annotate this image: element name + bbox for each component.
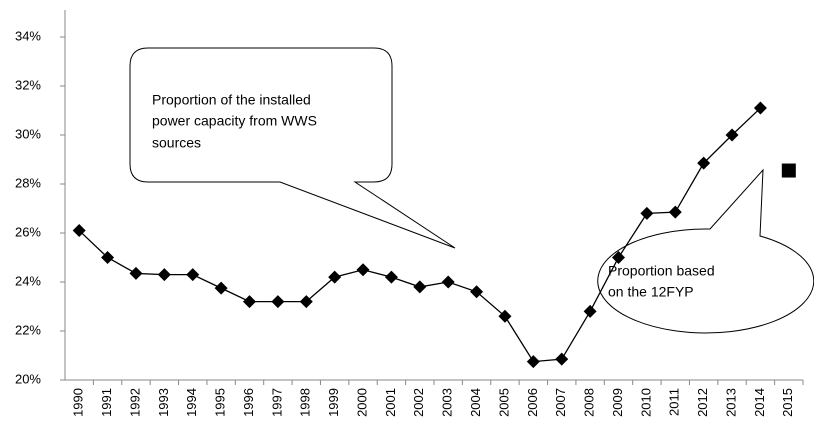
- marker: [186, 268, 200, 282]
- x-tick-label: 2006: [525, 388, 540, 417]
- annotation-line: Proportion based: [608, 263, 715, 279]
- y-tick-label: 22%: [15, 322, 41, 337]
- x-tick-label: 1994: [184, 388, 199, 417]
- marker: [129, 266, 143, 280]
- annotation-line: sources: [152, 135, 201, 151]
- x-tick-label: 1999: [326, 388, 341, 417]
- y-tick-label: 32%: [15, 77, 41, 92]
- x-tick-label: 1998: [298, 388, 313, 417]
- annotation-line: Proportion of the installed: [152, 92, 311, 108]
- y-tick-label: 30%: [15, 126, 41, 141]
- x-tick-label: 2007: [553, 388, 568, 417]
- marker: [271, 295, 285, 309]
- marker: [384, 270, 398, 284]
- marker: [101, 251, 115, 264]
- x-tick-label: 1997: [269, 388, 284, 417]
- callout-box: [129, 47, 456, 249]
- x-tick-label: 2001: [383, 388, 398, 417]
- x-tick-label: 2003: [440, 388, 455, 417]
- x-tick-label: 1991: [99, 388, 114, 417]
- marker: [498, 309, 512, 323]
- x-tick-label: 1996: [241, 388, 256, 417]
- marker: [668, 205, 682, 219]
- y-tick-label: 26%: [15, 224, 41, 239]
- marker: [299, 295, 313, 309]
- callout-ellipse: [597, 168, 814, 334]
- x-tick-label: 2010: [638, 388, 653, 417]
- annotation-line: on the 12FYP: [608, 284, 694, 300]
- marker: [328, 270, 342, 284]
- x-tick-label: 2000: [354, 388, 369, 417]
- marker: [413, 280, 427, 294]
- x-tick-label: 2015: [780, 388, 795, 417]
- y-tick-label: 24%: [15, 273, 41, 288]
- x-tick-label: 2002: [411, 388, 426, 417]
- x-tick-label: 2013: [723, 388, 738, 417]
- y-tick-label: 20%: [15, 371, 41, 386]
- marker: [243, 295, 256, 309]
- marker: [697, 156, 711, 170]
- marker: [441, 275, 455, 289]
- marker: [781, 163, 796, 178]
- x-tick-label: 2008: [582, 388, 597, 417]
- x-tick-label: 2009: [610, 388, 625, 417]
- marker: [640, 206, 654, 220]
- marker: [157, 268, 171, 282]
- marker: [470, 285, 484, 299]
- x-tick-label: 1995: [213, 388, 228, 417]
- y-tick-label: 28%: [15, 175, 41, 190]
- x-tick-label: 1990: [71, 388, 86, 417]
- x-tick-label: 2011: [667, 388, 682, 416]
- marker: [555, 352, 569, 366]
- marker: [725, 128, 739, 142]
- y-tick-label: 34%: [15, 28, 41, 43]
- marker: [753, 101, 767, 115]
- x-tick-label: 1993: [156, 388, 171, 417]
- x-tick-label: 2004: [468, 388, 483, 417]
- x-tick-label: 2012: [695, 388, 710, 417]
- annotation-line: power capacity from WWS: [152, 113, 317, 129]
- marker: [583, 304, 597, 318]
- marker: [356, 263, 370, 277]
- marker: [72, 224, 86, 238]
- x-tick-label: 2005: [496, 388, 511, 417]
- marker: [526, 355, 540, 369]
- x-tick-label: 1992: [127, 388, 142, 417]
- marker: [214, 281, 228, 295]
- x-tick-label: 2014: [752, 388, 767, 417]
- marker: [612, 251, 625, 264]
